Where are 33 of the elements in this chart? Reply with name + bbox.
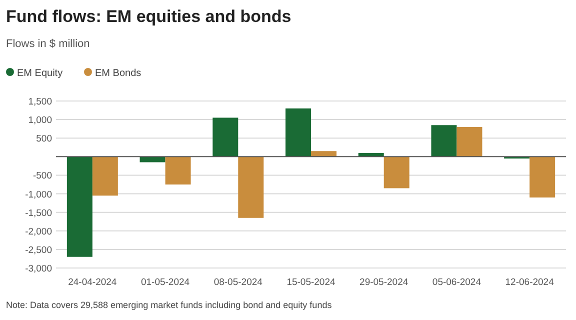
- legend-label: EM Bonds: [95, 68, 142, 79]
- chart-title: Fund flows: EM equities and bonds: [6, 7, 292, 26]
- text: Note: Data covers 29,588 emerging market funds including bond and equity funds: [6, 300, 332, 310]
- x-tick-label: 12-06-2024: [505, 277, 554, 288]
- y-tick-label: 1,000: [28, 115, 52, 126]
- x-tick-label: 08-05-2024: [214, 277, 262, 288]
- legend-label: EM Equity: [17, 68, 63, 79]
- x-tick-label: 01-05-2024: [140, 277, 190, 288]
- bar: [140, 156, 166, 162]
- y-tick-label: 500: [36, 134, 52, 145]
- bar: [92, 156, 118, 196]
- x-tick-label: 15-05-2024: [286, 277, 336, 288]
- bar: [530, 156, 556, 198]
- bar: [212, 118, 238, 157]
- bar: [286, 108, 311, 157]
- y-tick-label: 1,500: [28, 96, 52, 108]
- x-tick-label: 24-04-2024: [68, 277, 117, 288]
- y-tick-label: -3,000: [25, 264, 52, 274]
- bar: [456, 126, 482, 157]
- bar: [431, 125, 457, 157]
- x-tick-label: 05-06-2024: [432, 277, 482, 288]
- y-tick-label: -2,000: [25, 226, 52, 238]
- bar: [165, 156, 191, 184]
- y-tick-label: -500: [32, 170, 52, 182]
- y-tick-label: -1,000: [25, 189, 52, 200]
- x-tick-label: 29-05-2024: [360, 277, 408, 288]
- bar: [66, 156, 92, 257]
- bar: [238, 156, 264, 218]
- bar: [311, 151, 336, 157]
- chart-subtitle: Flows in $ million: [6, 38, 90, 50]
- bar: [384, 156, 410, 188]
- y-tick-label: -2,500: [25, 244, 52, 256]
- y-tick-label: -1,500: [25, 208, 52, 219]
